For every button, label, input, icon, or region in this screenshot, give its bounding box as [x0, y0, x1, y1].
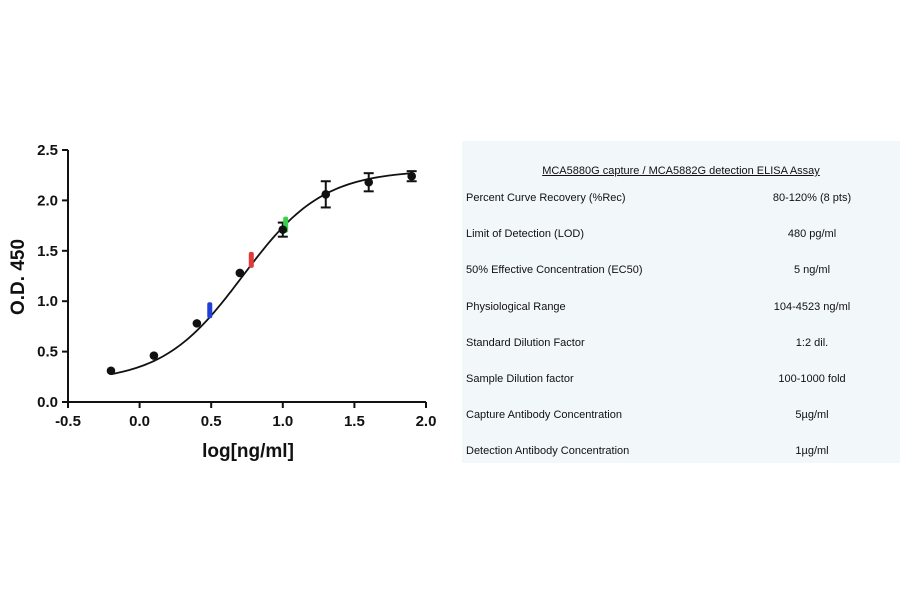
table-row-value: 5 ng/ml — [793, 264, 831, 277]
table-row-value: 480 pg/ml — [787, 228, 837, 241]
data-point — [106, 366, 116, 376]
y-tick-label: 1.0 — [37, 293, 58, 310]
data-point — [321, 190, 331, 199]
table-row-value: 100-1000 fold — [778, 373, 846, 385]
data-point — [364, 177, 374, 187]
table-row: 50% Effective Concentration (EC50) 5 ng/m… — [462, 264, 900, 284]
table-row-label: Percent Curve Recovery (%Rec) — [466, 192, 626, 204]
data-point — [149, 351, 159, 360]
assay-table-header: MCA5880G capture / MCA5882G detection EL… — [542, 165, 820, 177]
table-row-value: 80-120% (8 pts) — [772, 192, 852, 204]
x-axis-label: log[ng/ml] — [202, 441, 294, 462]
x-tick-label: 2.0 — [416, 413, 437, 430]
elisa-standard-curve-chart: -0.5 0.0 0.5 1.0 1.5 2.0 0.0 0.5 1.0 1.5 2.0 2.5 O.… — [8, 142, 436, 462]
table-row: Capture Antibody Concentration 5µg/ml — [462, 409, 900, 429]
data-point — [407, 171, 416, 181]
table-row-label: Capture Antibody Concentration — [466, 409, 622, 422]
table-row-label: Physiological Range — [466, 300, 566, 313]
table-row-label: 50% Effective Concentration (EC50) — [466, 264, 643, 277]
table-row: Physiological Range 104-4523 ng/ml — [462, 301, 900, 321]
table-row-label: Sample Dilution factor — [466, 373, 574, 385]
table-row-value: 1:2 dil. — [795, 336, 829, 349]
data-points — [106, 171, 416, 376]
x-tick-label: -0.5 — [55, 413, 81, 430]
table-row-label: Detection Antibody Concentration — [466, 445, 630, 458]
table-row-label: Standard Dilution Factor — [466, 336, 585, 349]
x-tick-label: 1.0 — [272, 413, 293, 430]
y-tick-label: 1.5 — [37, 243, 58, 260]
chart-ticks: -0.5 0.0 0.5 1.0 1.5 2.0 0.0 0.5 1.0 1.5 2.0 2.5 — [37, 142, 436, 430]
data-point — [278, 225, 288, 234]
table-row-value: 104-4523 ng/ml — [773, 300, 851, 313]
y-tick-label: 0.5 — [37, 344, 58, 361]
table-row: Detection Antibody Concentration 1µg/ml — [462, 445, 900, 465]
highlight-markers — [207, 216, 289, 319]
error-bars — [277, 170, 417, 238]
table-row: Sample Dilution factor 100-1000 fold — [462, 373, 900, 393]
data-point — [192, 319, 202, 328]
data-point — [235, 268, 245, 278]
x-tick-label: 0.0 — [129, 413, 150, 430]
table-row-label: Limit of Detection (LOD) — [466, 228, 584, 241]
y-tick-label: 2.0 — [37, 192, 58, 209]
x-tick-label: 1.5 — [344, 413, 365, 430]
fit-curve-line — [110, 172, 412, 376]
y-tick-label: 2.5 — [37, 142, 58, 159]
table-row: Percent Curve Recovery (%Rec) 80-120% (8 … — [462, 192, 900, 212]
table-row: Standard Dilution Factor 1:2 dil. — [462, 337, 900, 357]
y-axis-label: O.D. 450 — [8, 239, 29, 315]
highlight-marker — [248, 251, 254, 268]
table-row: Limit of Detection (LOD) 480 pg/ml — [462, 228, 900, 248]
assay-info-table: MCA5880G capture / MCA5882G detection EL… — [462, 141, 900, 463]
highlight-marker — [207, 302, 213, 319]
x-tick-label: 0.5 — [201, 413, 222, 430]
table-row-value: 1µg/ml — [795, 445, 829, 458]
y-tick-label: 0.0 — [37, 394, 58, 411]
chart-axes — [67, 150, 426, 403]
table-row-value: 5µg/ml — [795, 409, 829, 422]
